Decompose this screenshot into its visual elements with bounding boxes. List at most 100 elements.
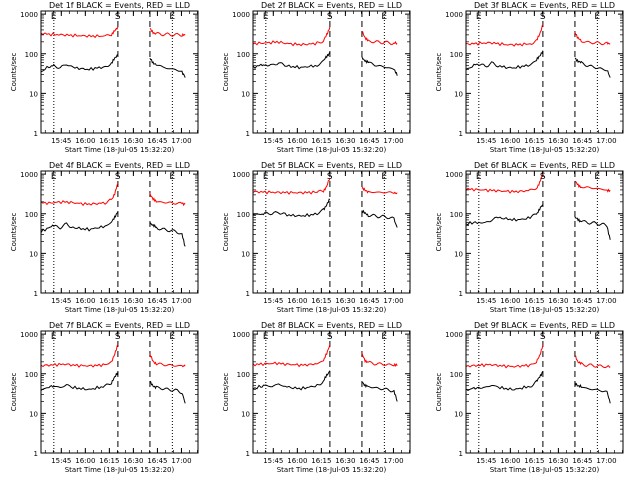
y-tick-label: 10 xyxy=(454,250,463,258)
lld-series-line xyxy=(253,26,331,47)
y-axis-label: Counts/sec xyxy=(222,213,230,252)
events-series-line xyxy=(466,371,544,391)
panel-title: Det 4f BLACK = Events, RED = LLD xyxy=(49,161,190,170)
panel-det-7: Det 7f BLACK = Events, RED = LLD E S E 1 10 10… xyxy=(10,321,199,474)
panel-title: Det 3f BLACK = Events, RED = LLD xyxy=(474,1,615,10)
events-series-line xyxy=(466,204,544,226)
panel-det-8: Det 8f BLACK = Events, RED = LLD E S E 1 10 10… xyxy=(222,321,411,474)
marker-label-s: S xyxy=(115,332,121,342)
y-tick-label: 100 xyxy=(450,371,463,379)
panel-title: Det 5f BLACK = Events, RED = LLD xyxy=(261,161,402,170)
lld-series-line xyxy=(149,192,186,207)
x-tick-label: 16:45 xyxy=(359,457,379,465)
x-tick-label: 17:00 xyxy=(596,297,616,305)
lld-series-line xyxy=(361,186,398,195)
x-axis-label: Start Time (18-Jul-05 15:32:20) xyxy=(65,306,175,314)
marker-label-s: S xyxy=(540,12,546,22)
x-tick-label: 16:00 xyxy=(75,137,95,145)
x-tick-label: 15:45 xyxy=(263,457,283,465)
lld-series-line xyxy=(41,343,119,368)
x-tick-label: 17:00 xyxy=(171,297,191,305)
x-tick-label: 15:45 xyxy=(51,137,71,145)
x-tick-label: 16:15 xyxy=(311,297,331,305)
y-tick-label: 10 xyxy=(454,90,463,98)
x-tick-label: 16:45 xyxy=(147,297,167,305)
plot-frame xyxy=(252,330,411,454)
x-tick-label: 16:30 xyxy=(335,137,355,145)
marker-label-s: E xyxy=(51,12,57,22)
marker-label-s: E xyxy=(51,332,57,342)
y-tick-label: 100 xyxy=(25,371,38,379)
lld-series-line xyxy=(253,343,331,368)
y-axis-label: Counts/sec xyxy=(222,373,230,412)
panel-det-9: Det 9f BLACK = Events, RED = LLD E S E 1 10 10… xyxy=(435,321,624,474)
y-tick-label: 1 xyxy=(34,130,38,138)
x-tick-label: 16:15 xyxy=(311,457,331,465)
y-tick-label: 100 xyxy=(237,51,250,59)
marker-label-e: E xyxy=(381,12,387,22)
plot-frame xyxy=(465,170,624,294)
panel-title: Det 8f BLACK = Events, RED = LLD xyxy=(261,321,402,330)
panel-title: Det 7f BLACK = Events, RED = LLD xyxy=(49,321,190,330)
plot-frame xyxy=(252,10,411,134)
x-tick-label: 15:45 xyxy=(476,457,496,465)
y-tick-label: 10 xyxy=(454,410,463,418)
x-axis-label: Start Time (18-Jul-05 15:32:20) xyxy=(277,146,387,154)
events-series-line xyxy=(253,51,331,70)
x-tick-label: 16:15 xyxy=(99,297,119,305)
x-axis-label: Start Time (18-Jul-05 15:32:20) xyxy=(277,466,387,474)
lld-series-line xyxy=(574,180,611,193)
panel-det-6: Det 6f BLACK = Events, RED = LLD E S E 1 10 10… xyxy=(435,161,624,314)
marker-label-e: E xyxy=(594,172,600,182)
events-series-line xyxy=(361,209,398,228)
events-series-line xyxy=(361,381,398,402)
x-tick-label: 17:00 xyxy=(171,137,191,145)
x-tick-label: 16:45 xyxy=(147,457,167,465)
lld-series-line xyxy=(253,177,331,195)
marker-label-e: E xyxy=(381,332,387,342)
plot-frame xyxy=(40,170,199,294)
marker-label-s: E xyxy=(476,172,482,182)
x-tick-label: 16:00 xyxy=(75,297,95,305)
y-tick-label: 100 xyxy=(25,51,38,59)
events-series-line xyxy=(574,216,611,240)
marker-label-s: E xyxy=(263,12,269,22)
y-tick-label: 1000 xyxy=(445,11,463,19)
y-tick-label: 1000 xyxy=(20,11,38,19)
plot-frame xyxy=(465,10,624,134)
x-tick-label: 16:45 xyxy=(572,457,592,465)
x-axis-label: Start Time (18-Jul-05 15:32:20) xyxy=(277,306,387,314)
marker-label-e: E xyxy=(381,172,387,182)
x-tick-label: 16:30 xyxy=(335,297,355,305)
x-tick-label: 16:30 xyxy=(123,137,143,145)
x-tick-label: 16:45 xyxy=(359,297,379,305)
panel-det-4: Det 4f BLACK = Events, RED = LLD E S E 1 10 10… xyxy=(10,161,199,314)
y-axis-label: Counts/sec xyxy=(435,213,443,252)
x-tick-label: 16:15 xyxy=(99,137,119,145)
panel-det-3: Det 3f BLACK = Events, RED = LLD E S E 1 10 10… xyxy=(435,1,624,154)
panel-title: Det 6f BLACK = Events, RED = LLD xyxy=(474,161,615,170)
marker-label-e: E xyxy=(169,12,175,22)
events-series-line xyxy=(41,54,119,73)
lld-series-line xyxy=(466,344,544,369)
marker-label-e: E xyxy=(594,12,600,22)
y-axis-label: Counts/sec xyxy=(222,53,230,92)
y-axis-label: Counts/sec xyxy=(10,213,18,252)
lld-series-line xyxy=(149,28,186,37)
y-tick-label: 1000 xyxy=(445,331,463,339)
events-series-line xyxy=(253,198,331,218)
x-tick-label: 17:00 xyxy=(383,137,403,145)
y-tick-label: 100 xyxy=(237,371,250,379)
panel-det-1: Det 1f BLACK = Events, RED = LLD E S E 1 10 10… xyxy=(10,1,199,154)
x-tick-label: 16:30 xyxy=(548,137,568,145)
y-tick-label: 1 xyxy=(459,450,463,458)
marker-label-s: S xyxy=(327,332,333,342)
x-tick-label: 15:45 xyxy=(51,297,71,305)
y-tick-label: 10 xyxy=(29,250,38,258)
events-series-line xyxy=(41,371,119,391)
plot-frame xyxy=(40,330,199,454)
marker-label-s: E xyxy=(263,172,269,182)
marker-label-e: E xyxy=(169,332,175,342)
x-tick-label: 16:00 xyxy=(75,457,95,465)
